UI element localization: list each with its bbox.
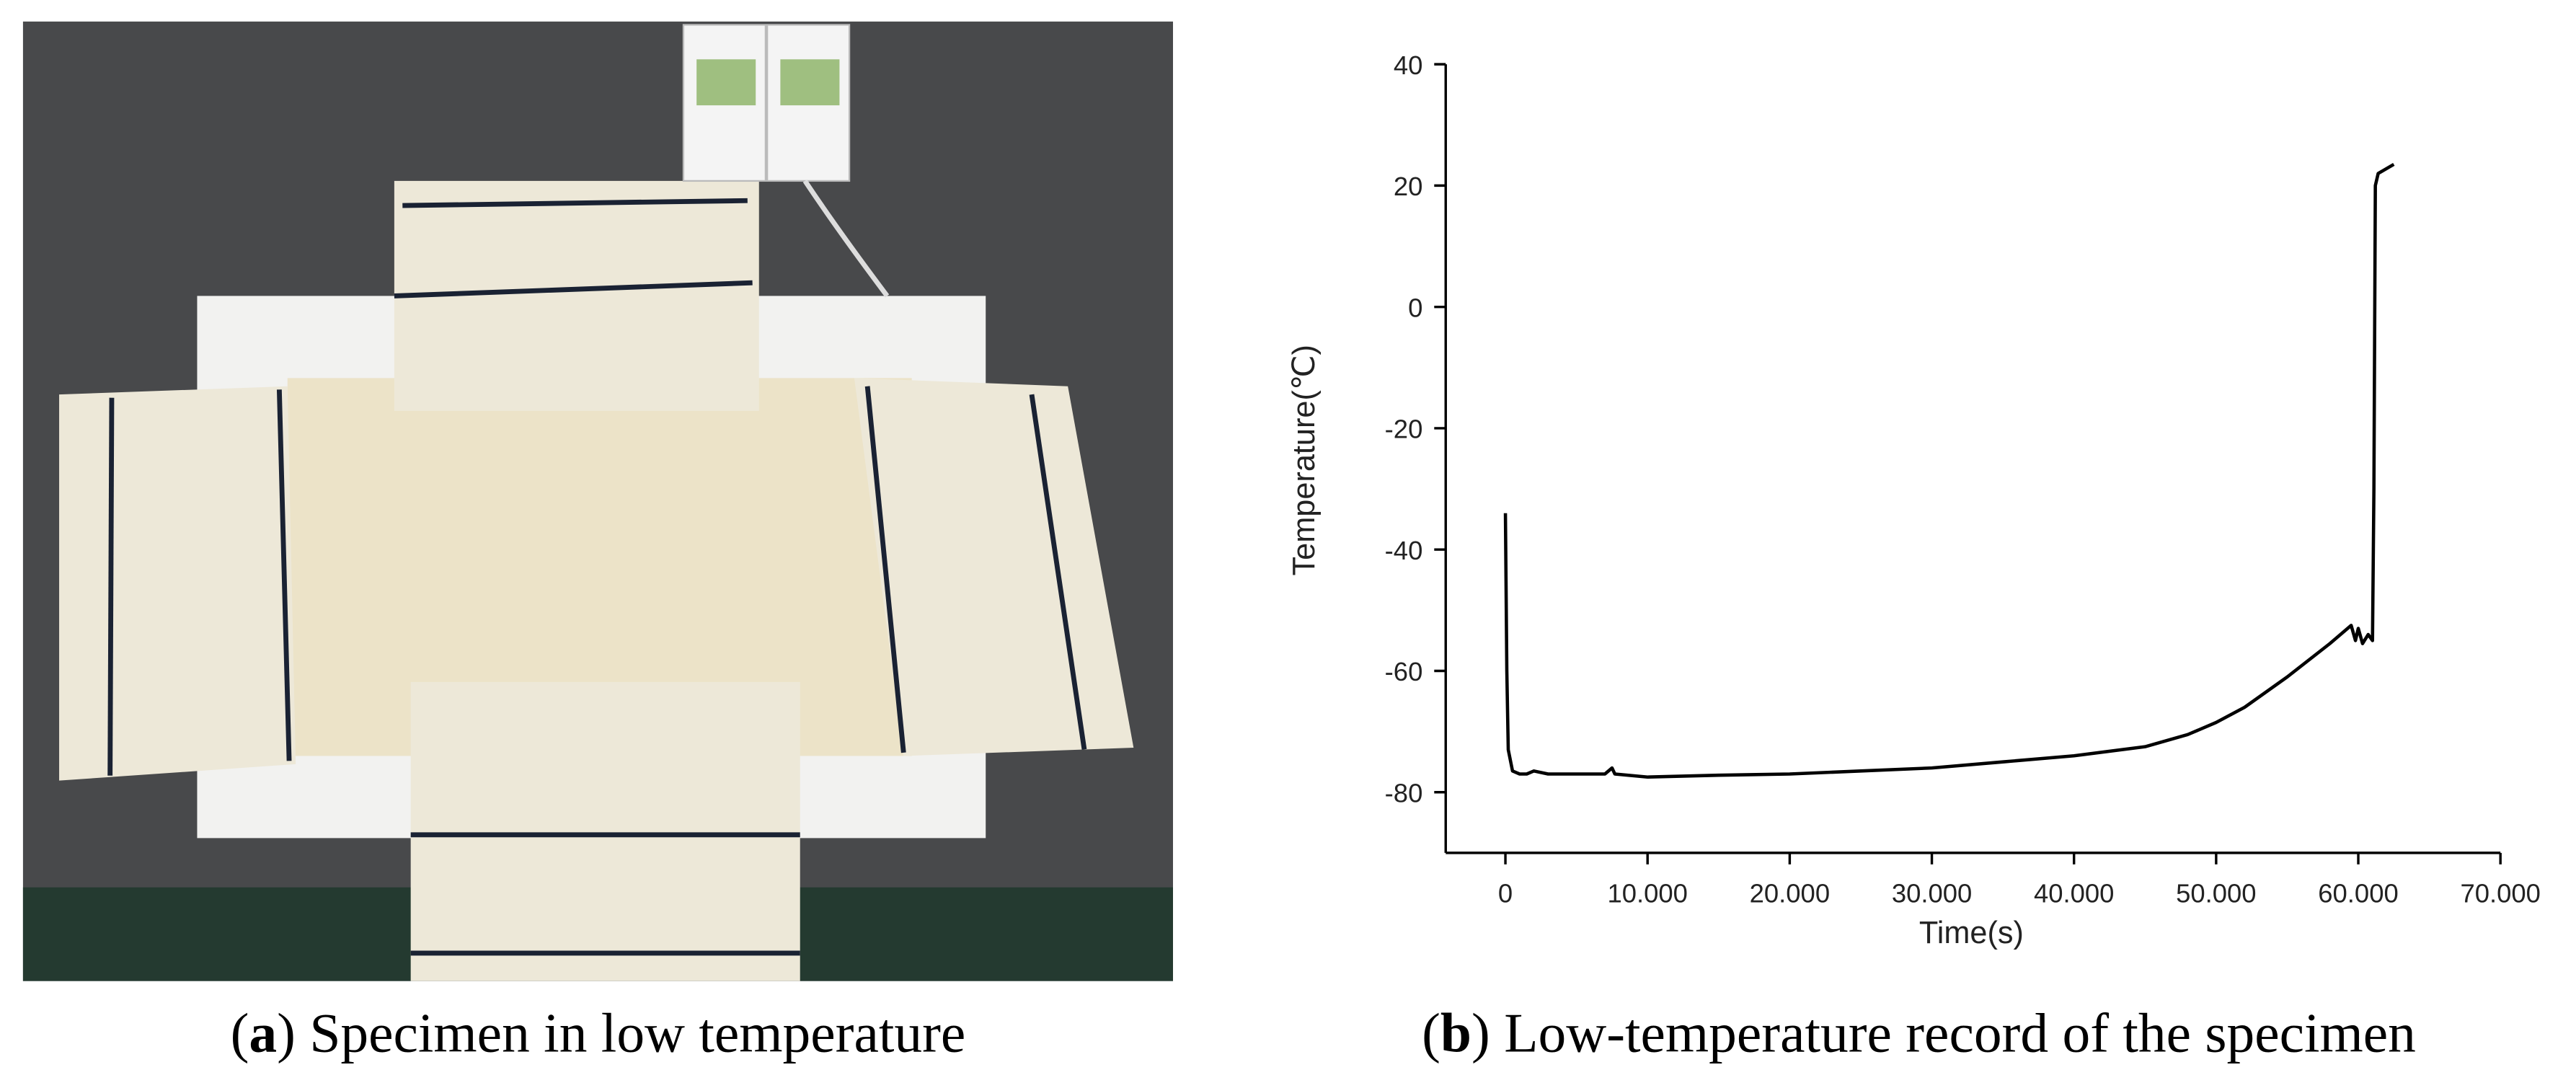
x-tick-label: 70.000 [2460,878,2540,908]
y-tick-label: -60 [1385,657,1423,686]
data-line [1503,162,2395,779]
x-tick-label: 10.000 [1607,878,1687,908]
caption-a: (a) Specimen in low temperature [231,1002,966,1064]
y-tick-label: 0 [1408,293,1422,322]
caption-text: Specimen in low temperature [309,1002,965,1064]
x-tick-label: 0 [1498,878,1513,908]
x-axis-title: Time(s) [1919,916,2024,950]
photo [22,21,1173,981]
y-tick-label: -20 [1385,415,1423,444]
y-tick-label: 40 [1394,50,1423,80]
x-tick-label: 40.000 [2034,878,2114,908]
caption-b: (b) Low-temperature record of the specim… [1422,1002,2416,1064]
y-tick-label: -40 [1385,536,1423,565]
x-tick-label: 60.000 [2318,878,2398,908]
x-tick-label: 30.000 [1892,878,1972,908]
chart: Time(s) Temperature(℃) 40 20 0 -20 -40 -60 -80… [1287,50,2541,950]
y-tick-label: -80 [1385,778,1423,808]
caption-label: a [249,1002,277,1064]
y-tick-label: 20 [1394,172,1423,201]
y-axis-title: Temperature(℃) [1287,345,1322,575]
x-tick-label: 20.000 [1750,878,1830,908]
x-tick-label: 50.000 [2176,878,2256,908]
caption-label: b [1440,1002,1471,1064]
caption-text: Low-temperature record of the specimen [1504,1002,2416,1064]
